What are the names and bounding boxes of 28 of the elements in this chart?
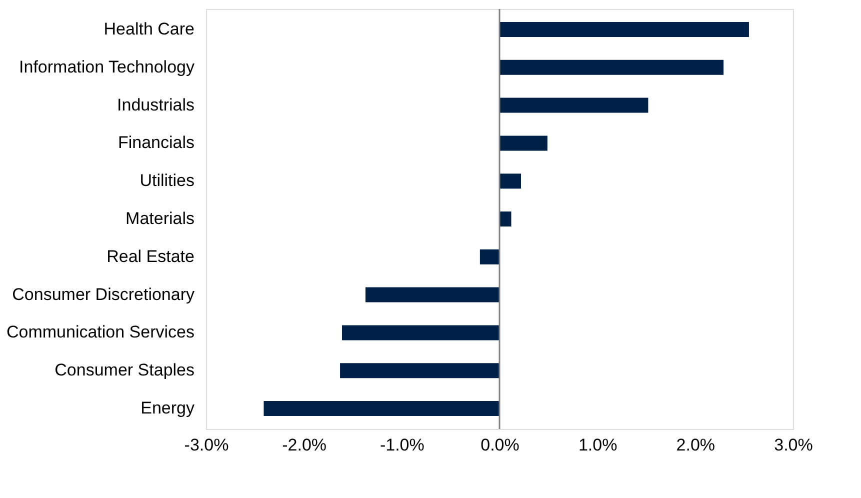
y-tick-label: Energy: [140, 398, 195, 418]
x-tick-label: 0.0%: [480, 436, 520, 454]
y-tick-label: Consumer Staples: [54, 360, 194, 380]
bar: [500, 174, 522, 189]
bar: [340, 363, 500, 378]
bar: [500, 60, 724, 75]
bar: [480, 249, 500, 264]
y-tick-label: Financials: [118, 133, 194, 152]
x-tick-label: 2.0%: [676, 436, 716, 454]
y-tick-label: Consumer Discretionary: [12, 284, 195, 304]
y-tick-label: Health Care: [104, 19, 194, 38]
x-tick-label: -3.0%: [184, 436, 229, 454]
y-tick-label: Materials: [126, 209, 194, 228]
y-tick-label: Communication Services: [6, 322, 194, 342]
y-tick-label: Industrials: [117, 95, 194, 114]
bar: [365, 287, 500, 302]
x-tick-label: 3.0%: [774, 436, 813, 454]
bar: [500, 22, 749, 37]
x-tick-label: -1.0%: [380, 436, 424, 454]
bar: [500, 98, 648, 113]
y-tick-label: Utilities: [140, 171, 194, 190]
x-tick-label: -2.0%: [282, 436, 327, 454]
x-tick-label: 1.0%: [578, 436, 618, 454]
y-tick-label: Information Technology: [19, 57, 195, 76]
bar: [342, 325, 500, 340]
bar: [500, 136, 548, 151]
y-tick-label: Real Estate: [106, 246, 194, 266]
bar: [264, 401, 500, 416]
